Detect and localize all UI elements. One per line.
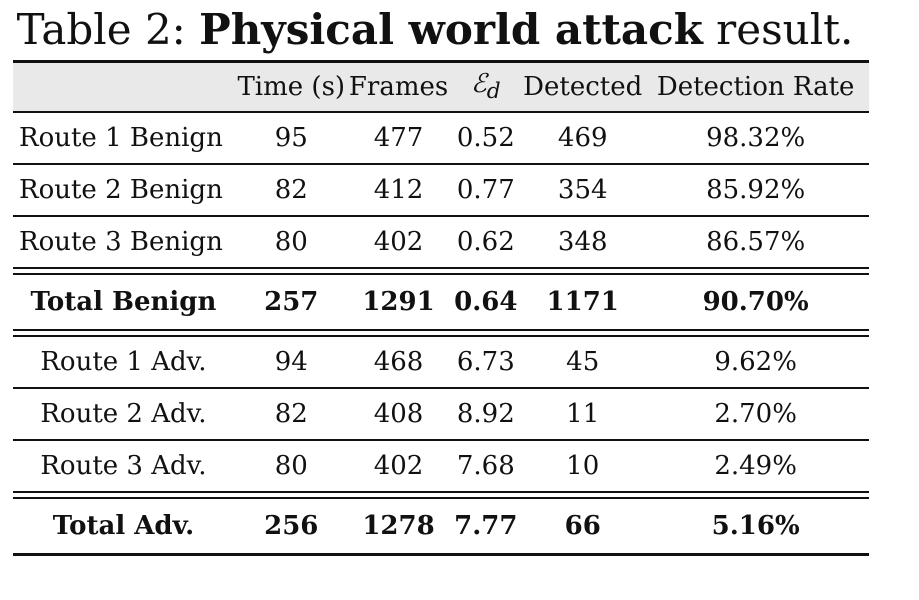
header-frames: Frames [348,63,449,112]
total-adv-row: Total Adv. 256 1278 7.77 66 5.16% [13,498,869,555]
cell-frames: 1291 [362,287,435,317]
table-caption: Table 2: Physical world attack result. [0,2,870,58]
error-symbol: ℰ [470,69,487,100]
row-label: Route 3 Benign [19,227,223,257]
header-rate: Detection Rate [642,63,869,112]
cell-time: 94 [274,347,308,377]
results-table: Time (s) Frames ℰd Detected Detection Ra… [13,60,869,557]
header-detected: Detected [523,63,643,112]
cell-frames: 477 [373,123,424,153]
row-label: Route 2 Benign [19,175,223,205]
cell-rate: 98.32% [706,123,806,153]
cell-detected: 469 [557,123,608,153]
row-label: Total Benign [30,287,217,317]
caption-bold: Physical world attack [199,5,703,54]
cell-time: 95 [274,123,308,153]
cell-time: 256 [264,511,319,541]
cell-time: 80 [274,451,308,481]
row-label: Route 3 Adv. [40,451,207,481]
row-label: Route 1 Benign [19,123,223,153]
cell-frames: 412 [373,175,424,205]
cell-error: 7.68 [456,451,515,481]
header-row: Time (s) Frames ℰd Detected Detection Ra… [13,63,869,112]
cell-rate: 5.16% [711,511,800,541]
cell-frames: 402 [373,451,424,481]
cell-rate: 2.70% [714,399,797,429]
cell-frames: 408 [373,399,424,429]
error-subscript: d [486,79,501,105]
cell-time: 82 [274,175,308,205]
cell-error: 0.52 [456,123,515,153]
caption-prefix: Table 2: [16,5,200,54]
cell-detected: 1171 [546,287,619,317]
cell-error: 0.64 [454,287,518,317]
cell-frames: 468 [373,347,424,377]
table-row: Route 2 Benign 82 412 0.77 354 85.92% [13,165,869,216]
row-label: Route 1 Adv. [40,347,207,377]
table-row: Route 3 Adv. 80 402 7.68 10 2.49% [13,441,869,492]
header-empty [13,63,234,112]
header-error: ℰd [448,63,524,112]
cell-rate: 2.49% [714,451,797,481]
cell-error: 7.77 [454,511,518,541]
row-label: Total Adv. [52,511,195,541]
total-benign-row: Total Benign 257 1291 0.64 1171 90.70% [13,274,869,330]
cell-detected: 11 [566,399,600,429]
cell-error: 6.73 [456,347,515,377]
cell-frames: 402 [373,227,424,257]
cell-rate: 9.62% [714,347,797,377]
table-row: Route 2 Adv. 82 408 8.92 11 2.70% [13,389,869,440]
table-row: Route 1 Benign 95 477 0.52 469 98.32% [13,113,869,164]
caption-suffix: result. [702,5,854,54]
cell-error: 0.77 [456,175,515,205]
cell-rate: 86.57% [706,227,806,257]
row-label: Route 2 Adv. [40,399,207,429]
table-row: Route 1 Adv. 94 468 6.73 45 9.62% [13,336,869,388]
cell-frames: 1278 [362,511,435,541]
cell-time: 257 [264,287,319,317]
cell-time: 82 [274,399,308,429]
cell-rate: 90.70% [702,287,809,317]
cell-error: 0.62 [456,227,515,257]
header-time: Time (s) [233,63,349,112]
table-row: Route 3 Benign 80 402 0.62 348 86.57% [13,217,869,268]
cell-detected: 66 [564,511,601,541]
cell-detected: 348 [557,227,608,257]
cell-error: 8.92 [456,399,515,429]
cell-rate: 85.92% [706,175,806,205]
cell-detected: 45 [566,347,600,377]
cell-detected: 10 [566,451,600,481]
cell-time: 80 [274,227,308,257]
cell-detected: 354 [557,175,608,205]
